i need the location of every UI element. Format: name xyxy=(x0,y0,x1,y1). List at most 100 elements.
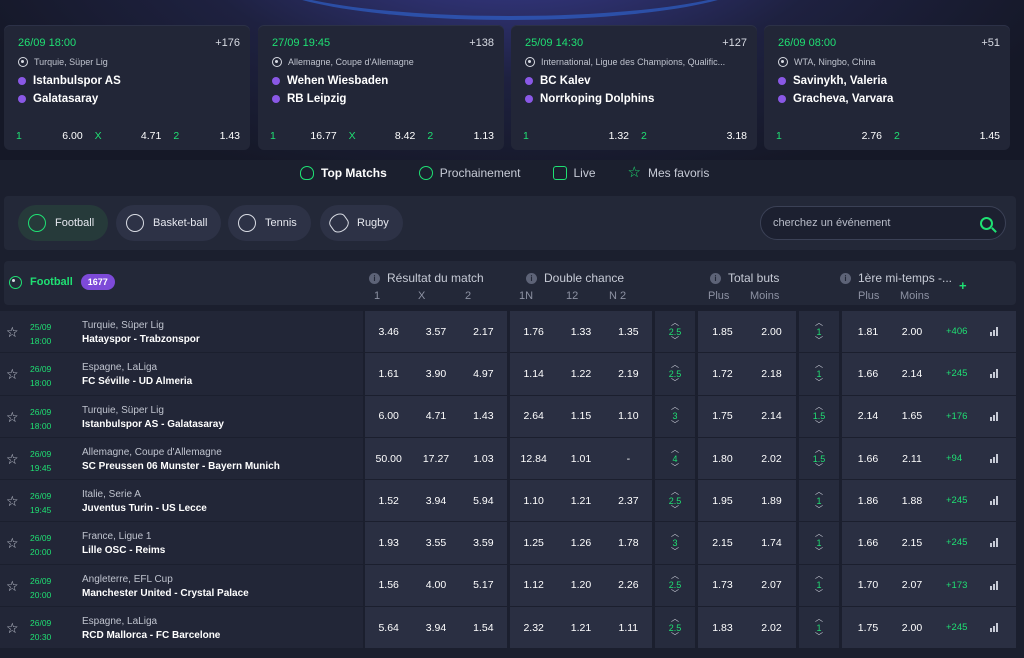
stats-icon[interactable] xyxy=(990,369,998,379)
odds-cell[interactable]: 1.10 xyxy=(618,410,639,423)
add-market-button[interactable]: + xyxy=(959,278,967,293)
odds-cell[interactable]: 2.26 xyxy=(618,579,639,592)
line-selector[interactable]: ︿ 1 ﹀ xyxy=(799,311,839,353)
match-teams[interactable]: FC Séville - UD Almeria xyxy=(82,376,192,387)
odds-button[interactable]: 1 2.76 xyxy=(776,130,894,142)
odds-cell[interactable]: 3.55 xyxy=(425,537,447,550)
chevron-down-icon[interactable]: ﹀ xyxy=(815,504,823,514)
chevron-up-icon[interactable]: ︿ xyxy=(815,317,823,327)
odds-cell[interactable]: 1.14 xyxy=(523,367,544,380)
tab-live[interactable]: Live xyxy=(552,166,596,180)
table-row[interactable]: ☆ 26/09 18:00 Turquie, Süper Lig Istanbulspo… xyxy=(0,395,1016,438)
odds-button[interactable]: X 8.42 xyxy=(349,130,428,142)
odds-cell[interactable]: 1.03 xyxy=(473,452,494,465)
stats-icon[interactable] xyxy=(990,538,998,548)
odds-cell[interactable]: 3.57 xyxy=(425,325,447,338)
featured-match-card[interactable]: 26/09 08:00 +51 WTA, Ningbo, China Savinykh… xyxy=(764,25,1010,150)
chevron-down-icon[interactable]: ﹀ xyxy=(815,547,823,557)
chevron-up-icon[interactable]: ︿ xyxy=(671,359,679,369)
odds-cell[interactable]: 2.00 xyxy=(901,621,923,634)
search-icon[interactable] xyxy=(980,216,993,230)
table-row[interactable]: ☆ 26/09 19:45 Italie, Serie A Juventus Turin… xyxy=(0,480,1016,523)
odds-button[interactable]: 2 1.43 xyxy=(173,130,240,142)
odds-cell[interactable]: 1.78 xyxy=(618,537,639,550)
odds-cell[interactable]: 3.90 xyxy=(425,367,447,380)
chevron-up-icon[interactable]: ︿ xyxy=(815,444,823,454)
tab-top-matchs[interactable]: Top Matchs xyxy=(300,166,387,180)
line-selector[interactable]: ︿ 2.5 ﹀ xyxy=(655,311,695,353)
odds-cell[interactable]: 1.15 xyxy=(570,410,592,423)
odds-cell[interactable]: 1.43 xyxy=(473,410,494,423)
odds-cell[interactable]: 1.85 xyxy=(712,325,733,338)
odds-cell[interactable]: 2.02 xyxy=(761,621,782,634)
odds-cell[interactable]: 1.01 xyxy=(570,452,592,465)
more-markets-count[interactable]: +406 xyxy=(946,326,968,337)
odds-cell[interactable]: 1.21 xyxy=(570,621,592,634)
odds-cell[interactable]: 2.07 xyxy=(761,579,782,592)
odds-cell[interactable]: 1.95 xyxy=(712,494,733,507)
odds-cell[interactable]: 12.84 xyxy=(520,452,547,465)
odds-cell[interactable]: 2.18 xyxy=(761,367,782,380)
odds-button[interactable]: 1 6.00 xyxy=(16,130,95,142)
odds-cell[interactable]: 1.80 xyxy=(712,452,733,465)
more-markets-count[interactable]: +138 xyxy=(469,37,494,49)
line-selector[interactable]: ︿ 2.5 ﹀ xyxy=(655,607,695,649)
odds-cell[interactable]: 1.66 xyxy=(857,537,879,550)
line-selector[interactable]: ︿ 1 ﹀ xyxy=(799,480,839,522)
more-markets-count[interactable]: +176 xyxy=(215,37,240,49)
match-teams[interactable]: Juventus Turin - US Lecce xyxy=(82,503,207,514)
odds-cell[interactable]: 1.21 xyxy=(570,494,592,507)
chevron-up-icon[interactable]: ︿ xyxy=(671,529,679,539)
odds-cell[interactable]: 4.97 xyxy=(473,367,494,380)
more-markets-count[interactable]: +176 xyxy=(946,410,968,422)
line-selector[interactable]: ︿ 1 ﹀ xyxy=(799,607,839,649)
more-markets-count[interactable]: +245 xyxy=(946,368,968,380)
match-teams[interactable]: RCD Mallorca - FC Barcelone xyxy=(82,630,220,641)
more-markets-count[interactable]: +51 xyxy=(981,37,1000,49)
chevron-up-icon[interactable]: ︿ xyxy=(671,402,679,412)
line-selector[interactable]: ︿ 2.5 ﹀ xyxy=(655,564,695,607)
odds-cell[interactable]: 2.02 xyxy=(761,452,782,465)
table-row[interactable]: ☆ 25/09 18:00 Turquie, Süper Lig Hatayspor -… xyxy=(0,311,1016,354)
line-selector[interactable]: ︿ 1 ﹀ xyxy=(799,522,839,564)
favorite-star-icon[interactable]: ☆ xyxy=(6,577,19,594)
more-markets-count[interactable]: +245 xyxy=(946,537,968,549)
odds-button[interactable]: 2 1.13 xyxy=(427,130,494,142)
favorite-star-icon[interactable]: ☆ xyxy=(6,408,19,425)
sport-tennis[interactable]: Tennis xyxy=(228,205,311,241)
featured-match-card[interactable]: 27/09 19:45 +138 Allemagne, Coupe d'Allema… xyxy=(258,25,504,150)
odds-cell[interactable]: 1.81 xyxy=(857,325,879,338)
odds-cell[interactable]: 1.54 xyxy=(473,621,494,634)
line-selector[interactable]: ︿ 2.5 ﹀ xyxy=(655,480,695,522)
table-row[interactable]: ☆ 26/09 20:30 Espagne, LaLiga RCD Mallorca -… xyxy=(0,607,1016,650)
sport-football[interactable]: Football xyxy=(18,205,109,241)
line-selector[interactable]: ︿ 2.5 ﹀ xyxy=(655,353,695,395)
chevron-down-icon[interactable]: ﹀ xyxy=(815,420,823,430)
odds-cell[interactable]: 2.11 xyxy=(902,452,922,465)
stats-icon[interactable] xyxy=(990,580,998,590)
search-box[interactable] xyxy=(760,206,1006,240)
more-markets-count[interactable]: +245 xyxy=(946,495,968,507)
chevron-down-icon[interactable]: ﹀ xyxy=(671,377,679,387)
odds-cell[interactable]: 1.11 xyxy=(618,621,639,634)
chevron-up-icon[interactable]: ︿ xyxy=(815,486,823,496)
odds-cell[interactable]: 1.35 xyxy=(618,325,639,338)
stats-icon[interactable] xyxy=(990,327,998,336)
odds-button[interactable]: 2 3.18 xyxy=(641,130,747,142)
odds-cell[interactable]: 2.15 xyxy=(901,537,923,550)
favorite-star-icon[interactable]: ☆ xyxy=(6,493,19,510)
line-selector[interactable]: ︿ 3 ﹀ xyxy=(655,395,695,437)
chevron-up-icon[interactable]: ︿ xyxy=(671,444,679,454)
favorite-star-icon[interactable]: ☆ xyxy=(6,535,19,552)
search-input[interactable] xyxy=(773,217,980,229)
line-selector[interactable]: ︿ 1.5 ﹀ xyxy=(799,395,839,437)
match-teams[interactable]: Lille OSC - Reims xyxy=(82,545,165,556)
odds-button[interactable]: 1 16.77 xyxy=(270,130,349,142)
tab-prochainement[interactable]: Prochainement xyxy=(418,166,521,180)
odds-cell[interactable]: 2.00 xyxy=(901,325,923,338)
odds-cell[interactable]: 5.64 xyxy=(378,621,399,634)
chevron-up-icon[interactable]: ︿ xyxy=(815,359,823,369)
line-selector[interactable]: ︿ 1 ﹀ xyxy=(799,353,839,395)
stats-icon[interactable] xyxy=(990,453,998,463)
more-markets-count[interactable]: +245 xyxy=(946,622,968,634)
